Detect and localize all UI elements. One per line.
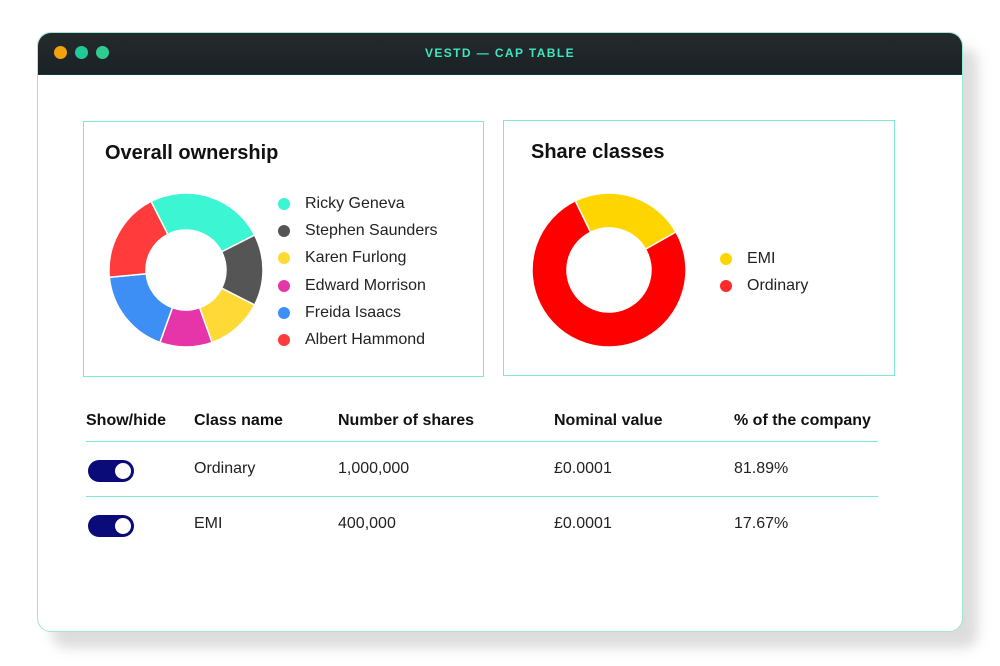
legend-item-albert-hammond: Albert Hammond — [278, 330, 438, 357]
window-close-button[interactable] — [54, 46, 67, 59]
table-row: Ordinary 1,000,000 £0.0001 81.89% — [86, 442, 878, 497]
share-classes-donut-chart — [531, 192, 687, 348]
legend-label: Freida Isaacs — [305, 303, 402, 321]
legend-swatch — [278, 279, 290, 292]
legend-swatch — [278, 225, 290, 238]
share-class-table: Show/hide Class name Number of shares No… — [86, 405, 878, 551]
header-class-name: Class name — [194, 412, 283, 429]
percent-cell: 17.67% — [734, 515, 789, 532]
legend-label: Karen Furlong — [305, 249, 407, 267]
donut-slice-ricky-geneva — [150, 192, 256, 253]
header-percent-of-company: % of the company — [734, 412, 871, 429]
donut-slice-ordinary — [531, 199, 687, 348]
legend-label: Ordinary — [747, 277, 809, 295]
header-show-hide: Show/hide — [86, 412, 166, 429]
toggle-knob — [115, 463, 131, 479]
window-title: VESTD — CAP TABLE — [424, 46, 576, 60]
shares-cell: 400,000 — [338, 515, 396, 532]
visibility-toggle[interactable] — [88, 515, 134, 537]
legend-item-edward-morrison: Edward Morrison — [278, 276, 438, 303]
legend-item-stephen-saunders: Stephen Saunders — [278, 221, 438, 248]
share-classes-title: Share classes — [531, 141, 665, 163]
legend-swatch — [278, 306, 290, 319]
ownership-donut-chart — [108, 192, 264, 348]
table-header-row: Show/hide Class name Number of shares No… — [86, 405, 878, 442]
toggle-knob — [115, 518, 131, 534]
legend-label: EMI — [747, 250, 776, 267]
legend-swatch — [720, 280, 732, 293]
app-window: VESTD — CAP TABLE Overall ownership Rick… — [37, 32, 963, 632]
legend-swatch — [278, 252, 290, 265]
legend-label: Ricky Geneva — [305, 195, 405, 212]
legend-item-emi: EMI — [720, 249, 808, 276]
donut-slice-freida-isaacs — [108, 272, 174, 344]
class-name-cell: EMI — [194, 515, 223, 532]
header-number-of-shares: Number of shares — [338, 412, 475, 429]
legend-label: Stephen Saunders — [305, 222, 438, 240]
title-bar: VESTD — CAP TABLE — [38, 33, 962, 75]
legend-swatch — [278, 333, 290, 346]
overall-ownership-panel: Overall ownership Ricky Geneva Stephen S… — [83, 121, 484, 377]
class-name-cell: Ordinary — [194, 460, 256, 477]
donut-slice-albert-hammond — [108, 200, 169, 279]
share-classes-panel: Share classes EMI Ordinary — [503, 120, 895, 376]
legend-item-karen-furlong: Karen Furlong — [278, 248, 438, 275]
legend-item-ricky-geneva: Ricky Geneva — [278, 194, 438, 221]
nominal-value-cell: £0.0001 — [554, 515, 612, 532]
legend-swatch — [720, 253, 732, 265]
shares-cell: 1,000,000 — [338, 460, 410, 477]
legend-item-ordinary: Ordinary — [720, 276, 808, 303]
visibility-toggle[interactable] — [88, 460, 134, 482]
window-maximize-button[interactable] — [96, 46, 109, 59]
ownership-title: Overall ownership — [105, 142, 279, 164]
legend-item-freida-isaacs: Freida Isaacs — [278, 303, 438, 330]
ownership-legend: Ricky Geneva Stephen Saunders Karen Furl… — [278, 194, 438, 357]
legend-swatch — [278, 198, 290, 210]
legend-label: Albert Hammond — [305, 330, 426, 348]
percent-cell: 81.89% — [734, 460, 789, 477]
legend-label: Edward Morrison — [305, 276, 426, 294]
table-row: EMI 400,000 £0.0001 17.67% — [86, 497, 878, 551]
window-minimize-button[interactable] — [75, 46, 88, 59]
header-nominal-value: Nominal value — [554, 412, 663, 429]
nominal-value-cell: £0.0001 — [554, 460, 612, 477]
share-classes-legend: EMI Ordinary — [720, 249, 808, 303]
